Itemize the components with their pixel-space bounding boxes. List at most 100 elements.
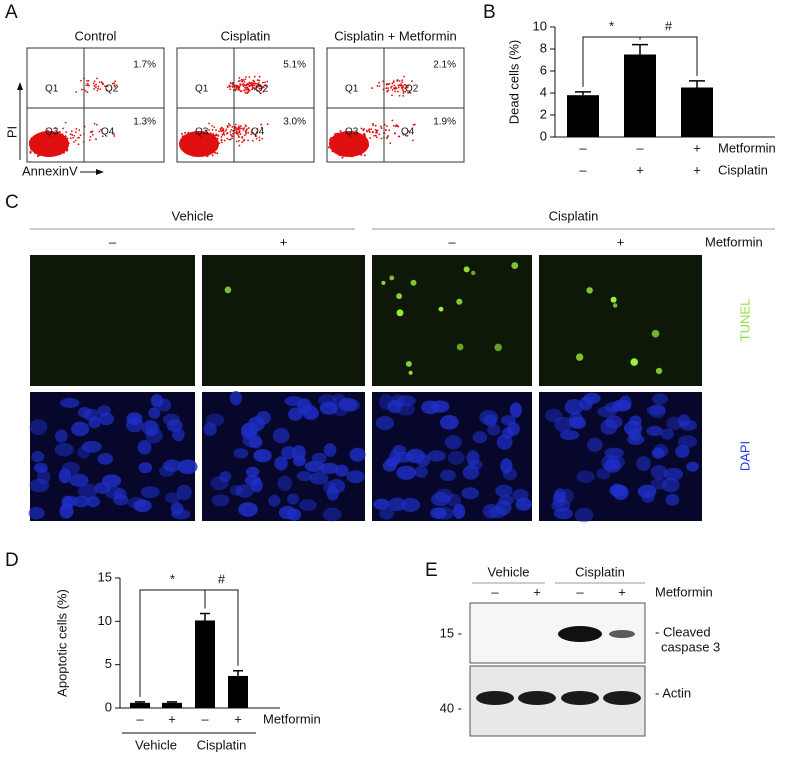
dot: [81, 89, 83, 91]
condition-name: Metformin: [263, 711, 321, 726]
nucleus: [583, 393, 600, 404]
dot: [191, 132, 193, 134]
dot: [56, 139, 58, 141]
dot: [230, 129, 232, 131]
nucleus: [428, 450, 446, 461]
dot: [394, 90, 396, 92]
dot: [191, 136, 193, 138]
dot: [42, 131, 44, 133]
dot: [220, 130, 222, 132]
dot: [352, 148, 354, 150]
dot: [35, 143, 37, 145]
dot: [229, 124, 231, 126]
dot: [210, 150, 212, 152]
dot: [93, 83, 95, 85]
dot: [223, 133, 225, 135]
band-label: - Cleaved: [655, 624, 711, 639]
dot: [376, 136, 378, 138]
dot: [197, 152, 199, 154]
dot: [89, 139, 91, 141]
nucleus: [605, 448, 624, 458]
dot: [95, 87, 97, 89]
dot: [75, 139, 77, 141]
condition-name: Cisplatin: [718, 162, 768, 177]
dot: [216, 133, 218, 135]
dot: [238, 140, 240, 142]
nucleus: [430, 507, 446, 519]
dot: [96, 124, 98, 126]
dot: [240, 125, 242, 127]
dot: [411, 80, 413, 82]
nucleus: [679, 420, 697, 431]
dot: [214, 134, 216, 136]
dot: [210, 132, 212, 134]
nucleus: [273, 428, 290, 444]
nucleus: [440, 470, 456, 481]
dot: [244, 134, 246, 136]
error-bar: [233, 671, 243, 676]
dot: [87, 85, 89, 87]
nucleus: [554, 417, 572, 432]
dot: [180, 143, 182, 145]
dot: [215, 129, 217, 131]
dot: [241, 137, 243, 139]
tunel-spot: [457, 344, 464, 351]
dot: [231, 137, 233, 139]
bar: [681, 88, 713, 138]
tunel-spot: [494, 344, 502, 352]
dot: [70, 133, 72, 135]
dot: [101, 81, 103, 83]
dot: [339, 147, 341, 149]
dot: [68, 142, 70, 144]
dot: [243, 140, 245, 142]
dot: [75, 91, 77, 93]
dot: [39, 135, 41, 137]
dot: [399, 80, 401, 82]
nucleus: [502, 427, 514, 438]
dot: [238, 89, 240, 91]
dot: [47, 139, 49, 141]
nucleus: [206, 413, 224, 426]
dot: [335, 138, 337, 140]
dot: [329, 139, 331, 141]
nucleus: [647, 405, 666, 415]
dot: [412, 139, 414, 141]
tunel-spot: [576, 353, 583, 360]
dot: [358, 141, 360, 143]
dot: [53, 143, 55, 145]
dot: [60, 145, 62, 147]
scatter-dots: [29, 77, 116, 157]
nucleus: [305, 461, 325, 472]
dot: [35, 147, 37, 149]
nucleus: [88, 417, 100, 429]
nucleus: [34, 463, 48, 473]
dot: [333, 143, 335, 145]
dot: [47, 144, 49, 146]
dot: [333, 150, 335, 152]
bar: [162, 703, 182, 708]
y-tick-label: 8: [540, 40, 547, 55]
nucleus: [440, 415, 459, 430]
dot: [198, 143, 200, 145]
dot: [29, 139, 31, 141]
dot: [191, 140, 193, 142]
dot: [36, 136, 38, 138]
plot-title: Cisplatin: [221, 28, 271, 43]
error-bar: [689, 81, 705, 88]
nucleus: [77, 446, 90, 458]
blot-band: [609, 630, 635, 638]
dot: [208, 123, 210, 125]
dot: [386, 91, 388, 93]
condition-sign: –: [576, 584, 584, 599]
quadrant-label: Q2: [255, 84, 269, 95]
condition-sign: –: [579, 140, 587, 155]
nucleus: [627, 434, 644, 445]
dot: [360, 154, 362, 156]
dot: [247, 139, 249, 141]
dot: [32, 148, 34, 150]
tunel-spot: [409, 371, 413, 375]
dot: [244, 81, 246, 83]
marker-label: 40 -: [440, 700, 462, 715]
dot: [63, 148, 65, 150]
